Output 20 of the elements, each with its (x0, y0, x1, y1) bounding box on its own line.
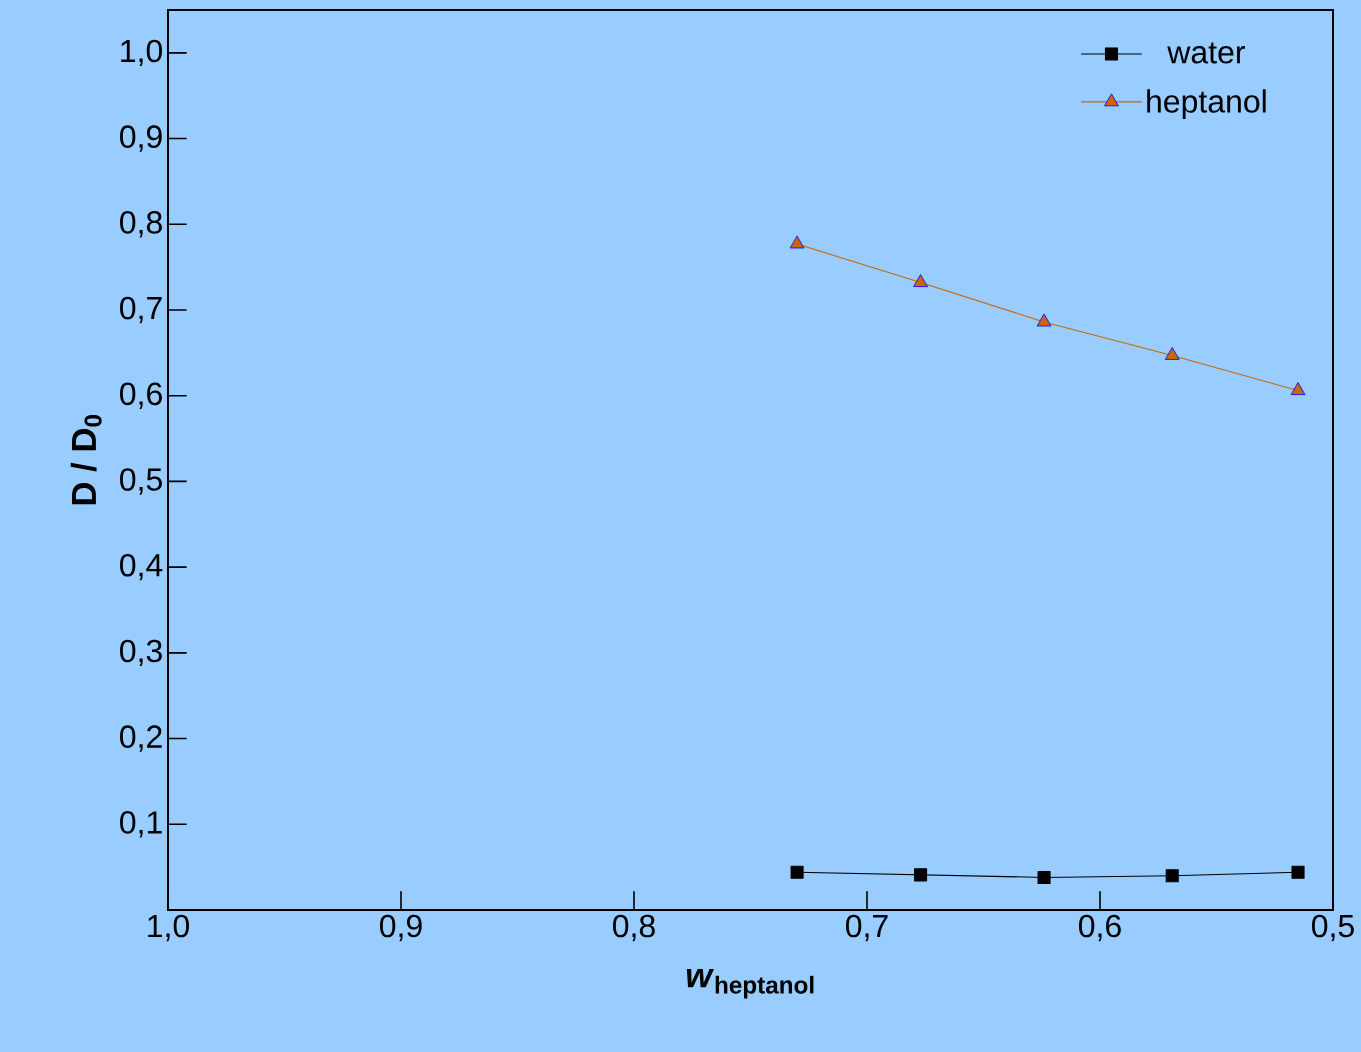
x-axis-title: w$_{heptanol}$ (686, 968, 814, 999)
legend-label: heptanol (1147, 89, 1266, 120)
x-tick-label: 1,0 (148, 914, 189, 942)
y-tick-label: 0,3 (120, 639, 162, 667)
x-tick-label: 0,9 (380, 914, 422, 942)
legend-label: water (1167, 42, 1245, 64)
y-tick-label: 1,0 (121, 39, 163, 67)
y-tick-label: 0,8 (120, 211, 162, 238)
x-tick-label: 0,6 (1079, 914, 1121, 942)
x-tick-label: 0,8 (613, 914, 655, 942)
y-tick-label: 0,9 (120, 125, 162, 152)
y-tick-label: 0,1 (120, 811, 162, 838)
x-tick-label: 0,5 (1312, 914, 1354, 942)
x-tick-label: 0,7 (846, 914, 888, 942)
y-tick-label: 0,5 (120, 468, 162, 495)
y-tick-label: 0,2 (120, 725, 162, 752)
y-tick-label: 0,6 (120, 382, 162, 409)
y-tick-label: 0,7 (120, 296, 162, 324)
y-axis-title: D / D$_{0}$ (70, 415, 102, 505)
y-tick-label: 0,4 (120, 553, 163, 581)
